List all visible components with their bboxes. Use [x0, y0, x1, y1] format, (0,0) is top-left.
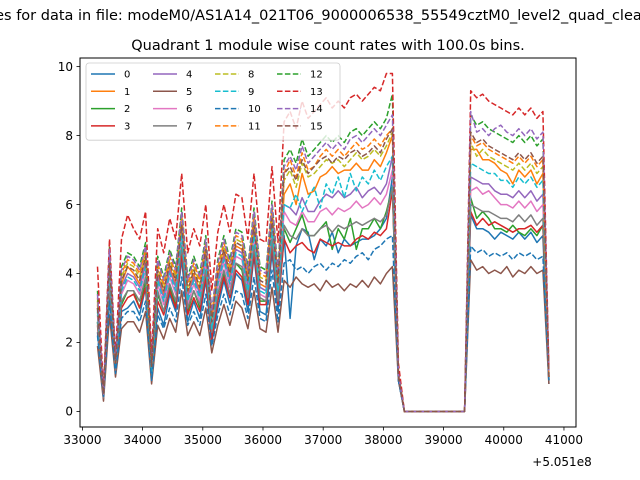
legend-label-7: 7 — [186, 121, 192, 132]
y-tick-label: 2 — [65, 336, 73, 350]
legend-label-15: 15 — [310, 121, 323, 132]
x-tick-label: 36000 — [244, 433, 282, 447]
plot-frame — [79, 57, 577, 428]
series-line-2 — [96, 186, 550, 413]
series-line-11 — [96, 127, 550, 413]
series-layer — [96, 72, 550, 413]
y-tick-label: 6 — [65, 198, 73, 212]
x-tick-label: 35000 — [184, 433, 222, 447]
y-tick-label: 10 — [58, 60, 73, 74]
x-tick-label: 39000 — [424, 433, 462, 447]
x-offset-label: +5.051e8 — [532, 455, 591, 469]
series-line-10 — [96, 234, 550, 413]
legend-box — [85, 62, 341, 141]
y-tick-label: 0 — [65, 405, 73, 419]
figure-suptitle: Curves for data in file: modeM0/AS1A14_0… — [0, 8, 640, 24]
series-line-5 — [96, 258, 550, 413]
y-tick-label: 8 — [65, 129, 73, 143]
x-tick-label: 40000 — [485, 433, 523, 447]
x-tick-label: 33000 — [63, 433, 101, 447]
legend-label-4: 4 — [186, 70, 192, 81]
legend-label-10: 10 — [248, 104, 261, 115]
legend-label-6: 6 — [186, 104, 192, 115]
series-line-0 — [96, 176, 550, 413]
x-tick-label: 34000 — [124, 433, 162, 447]
legend-label-9: 9 — [248, 87, 254, 98]
series-line-14 — [96, 110, 550, 413]
series-line-9 — [96, 155, 550, 413]
series-line-6 — [96, 169, 550, 413]
series-line-15 — [96, 127, 550, 413]
legend-label-2: 2 — [124, 104, 130, 115]
legend-label-1: 1 — [124, 87, 130, 98]
x-axis: 33000 34000 35000 36000 37000 38000 39000 40000… — [63, 427, 583, 447]
legend-label-3: 3 — [124, 121, 130, 132]
y-axis: 0 2 4 6 8 10 — [58, 60, 80, 419]
x-tick-label: 38000 — [364, 433, 402, 447]
legend-label-0: 0 — [124, 70, 130, 81]
x-tick-label: 37000 — [304, 433, 342, 447]
legend-label-14: 14 — [310, 104, 323, 115]
series-line-8 — [96, 131, 550, 413]
plot-title: Quadrant 1 module wise count rates with … — [131, 38, 525, 54]
x-tick-label: 41000 — [545, 433, 583, 447]
legend-label-12: 12 — [310, 70, 323, 81]
y-tick-label: 4 — [65, 267, 73, 281]
legend-label-5: 5 — [186, 87, 192, 98]
series-line-3 — [96, 190, 550, 413]
legend-label-8: 8 — [248, 70, 254, 81]
legend-label-13: 13 — [310, 87, 323, 98]
legend-label-11: 11 — [248, 121, 261, 132]
series-line-7 — [96, 186, 550, 413]
